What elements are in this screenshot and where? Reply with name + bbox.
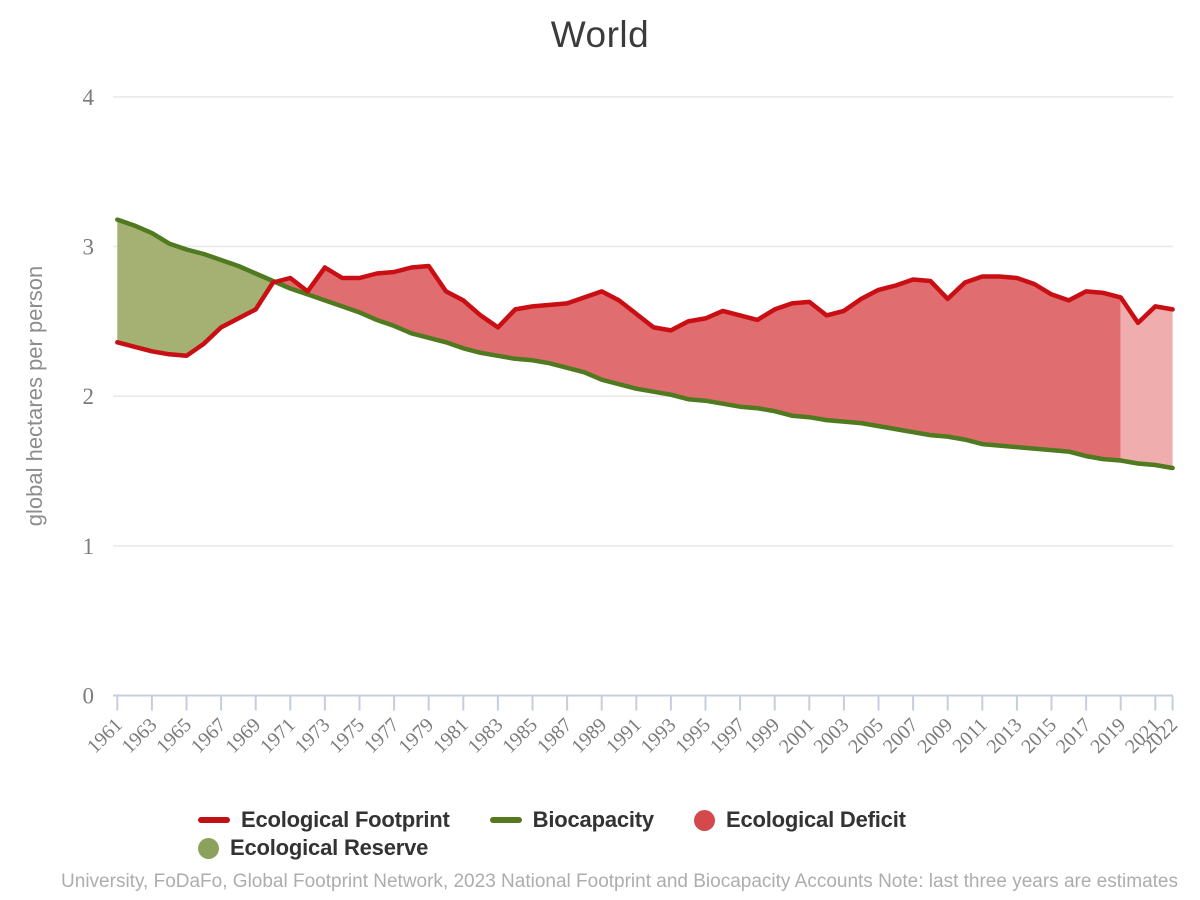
footprint-line-swatch-icon [198, 817, 230, 823]
svg-text:1: 1 [83, 534, 95, 559]
svg-text:2: 2 [83, 384, 95, 409]
svg-text:1975: 1975 [325, 714, 369, 758]
svg-text:1999: 1999 [740, 714, 784, 758]
deficit-circle-swatch-icon [693, 809, 715, 831]
svg-text:1991: 1991 [602, 714, 646, 758]
svg-text:2017: 2017 [1052, 714, 1096, 758]
legend-item-ecological-footprint: Ecological Footprint [198, 807, 450, 833]
svg-text:1965: 1965 [152, 714, 196, 758]
svg-text:2001: 2001 [775, 714, 819, 758]
legend-row-2: Ecological Reserve [198, 834, 1058, 862]
svg-text:1993: 1993 [637, 714, 681, 758]
svg-text:4: 4 [83, 85, 95, 110]
svg-text:2019: 2019 [1086, 714, 1130, 758]
svg-text:2011: 2011 [949, 714, 992, 757]
svg-text:1981: 1981 [429, 714, 473, 758]
svg-text:1963: 1963 [118, 714, 162, 758]
svg-text:2009: 2009 [913, 714, 957, 758]
svg-text:0: 0 [83, 684, 95, 709]
svg-text:1995: 1995 [671, 714, 715, 758]
svg-text:1987: 1987 [533, 714, 577, 758]
legend-label-ecological-footprint: Ecological Footprint [241, 807, 450, 832]
legend-row-1: Ecological Footprint Biocapacity Ecologi… [198, 806, 1058, 834]
ecological-footprint-chart: 0123419611963196519671969197119731975197… [22, 85, 1182, 758]
svg-text:1969: 1969 [221, 714, 265, 758]
page-title: World [550, 14, 650, 55]
svg-text:1983: 1983 [464, 714, 508, 758]
reserve-circle-swatch-icon [198, 837, 219, 859]
svg-text:1985: 1985 [498, 714, 542, 758]
biocapacity-line-swatch-icon [489, 817, 522, 823]
legend: Ecological Footprint Biocapacity Ecologi… [198, 806, 1058, 862]
svg-text:global hectares per person: global hectares per person [22, 266, 47, 527]
legend-label-biocapacity: Biocapacity [532, 807, 654, 832]
svg-text:3: 3 [83, 235, 95, 260]
svg-text:2005: 2005 [844, 714, 888, 758]
svg-text:1997: 1997 [706, 714, 750, 758]
svg-text:2013: 2013 [983, 714, 1027, 758]
legend-label-ecological-reserve: Ecological Reserve [230, 835, 429, 860]
svg-text:1977: 1977 [360, 714, 404, 758]
legend-item-ecological-reserve: Ecological Reserve [198, 835, 428, 861]
svg-text:1979: 1979 [394, 714, 438, 758]
svg-text:2007: 2007 [879, 714, 923, 758]
svg-text:1971: 1971 [256, 714, 300, 758]
svg-text:2015: 2015 [1017, 714, 1061, 758]
legend-label-ecological-deficit: Ecological Deficit [725, 807, 906, 832]
legend-item-ecological-deficit: Ecological Deficit [693, 807, 906, 833]
svg-text:1989: 1989 [567, 714, 611, 758]
svg-text:1967: 1967 [187, 714, 231, 758]
svg-text:1973: 1973 [291, 714, 335, 758]
svg-text:1961: 1961 [83, 714, 127, 758]
svg-text:2003: 2003 [810, 714, 854, 758]
legend-item-biocapacity: Biocapacity [489, 807, 654, 833]
footer-attribution: University, FoDaFo, Global Footprint Net… [61, 871, 1178, 892]
